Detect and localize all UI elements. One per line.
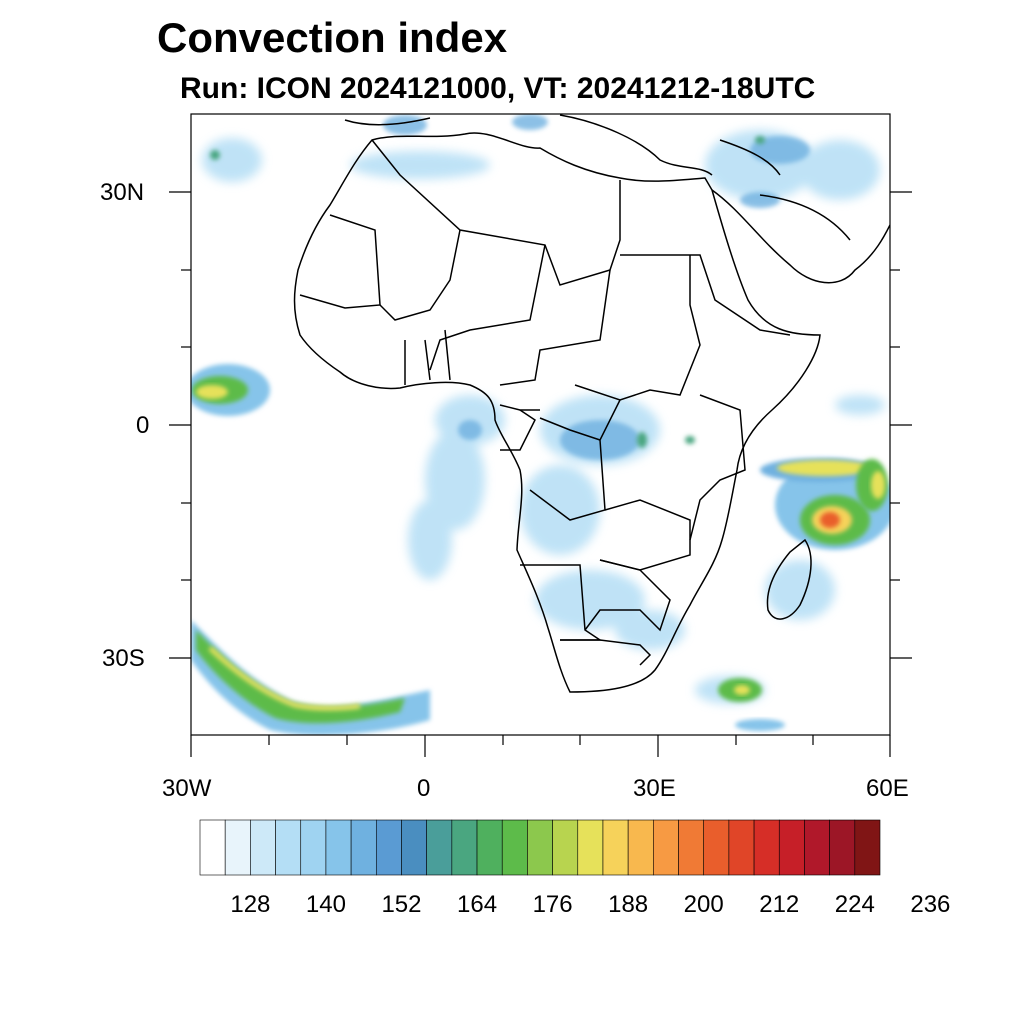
colorbar-swatch: [703, 819, 730, 876]
colorbar-tick-label: 212: [759, 891, 799, 918]
colorbar-swatch: [501, 819, 528, 876]
colorbar-swatch: [426, 819, 453, 876]
lon-label-60e: 60E: [866, 775, 909, 802]
colorbar-tick-label: 188: [608, 891, 648, 918]
lat-label-30s: 30S: [102, 645, 145, 672]
southeast-band: [718, 678, 785, 731]
colorbar-swatch: [224, 819, 251, 876]
colorbar-swatch: [451, 819, 478, 876]
colorbar-swatch: [275, 819, 302, 876]
colorbar-tick-label: 236: [910, 891, 950, 918]
colorbar-swatch: [728, 819, 755, 876]
colorbar-tick-label: 128: [230, 891, 270, 918]
lat-label-30n: 30N: [100, 179, 145, 206]
colorbar-swatch: [375, 819, 402, 876]
colorbar-swatch: [602, 819, 629, 876]
colorbar-swatch: [678, 819, 705, 876]
cyclone-system: [760, 458, 890, 550]
colorbar-tick-label: 176: [533, 891, 573, 918]
map-title: Convection index: [157, 14, 508, 61]
colorbar-swatch: [250, 819, 276, 876]
colorbar-swatch: [627, 819, 654, 876]
colorbar-swatch: [854, 819, 881, 876]
colorbar-swatch: [325, 819, 352, 876]
lon-label-30w: 30W: [162, 775, 212, 802]
colorbar-tick-label: 152: [381, 891, 421, 918]
colorbar-tick-label: 140: [306, 891, 346, 918]
lat-label-0: 0: [136, 412, 150, 439]
colorbar-swatch: [778, 819, 805, 876]
colorbar-swatch: [753, 819, 780, 876]
lon-label-30e: 30E: [633, 775, 676, 802]
colorbar-swatch: [653, 819, 679, 876]
colorbar-swatch: [350, 819, 377, 876]
lon-label-0: 0: [417, 775, 431, 802]
colorbar-swatch: [401, 819, 427, 876]
convection-field: [191, 114, 890, 735]
colorbar-swatch: [552, 819, 579, 876]
colorbar-swatch: [577, 819, 604, 876]
colorbar-tick-label: 200: [684, 891, 724, 918]
colorbar-swatch: [199, 819, 226, 876]
coastlines-borders: [293, 114, 890, 693]
colorbar-tick-label: 164: [457, 891, 497, 918]
south-atlantic-band: [191, 620, 430, 735]
colorbar-swatch: [527, 819, 553, 876]
axis-ticks: [169, 191, 912, 757]
west-atlantic-cell: [191, 364, 270, 416]
map-subtitle: Run: ICON 2024121000, VT: 20241212-18UTC: [180, 72, 816, 105]
colorbar-swatch: [804, 819, 830, 876]
colorbar-swatch: [476, 819, 503, 876]
colorbar-tick-label: 224: [835, 891, 875, 918]
colorbar-swatch: [829, 819, 856, 876]
colorbar-swatch: [300, 819, 327, 876]
